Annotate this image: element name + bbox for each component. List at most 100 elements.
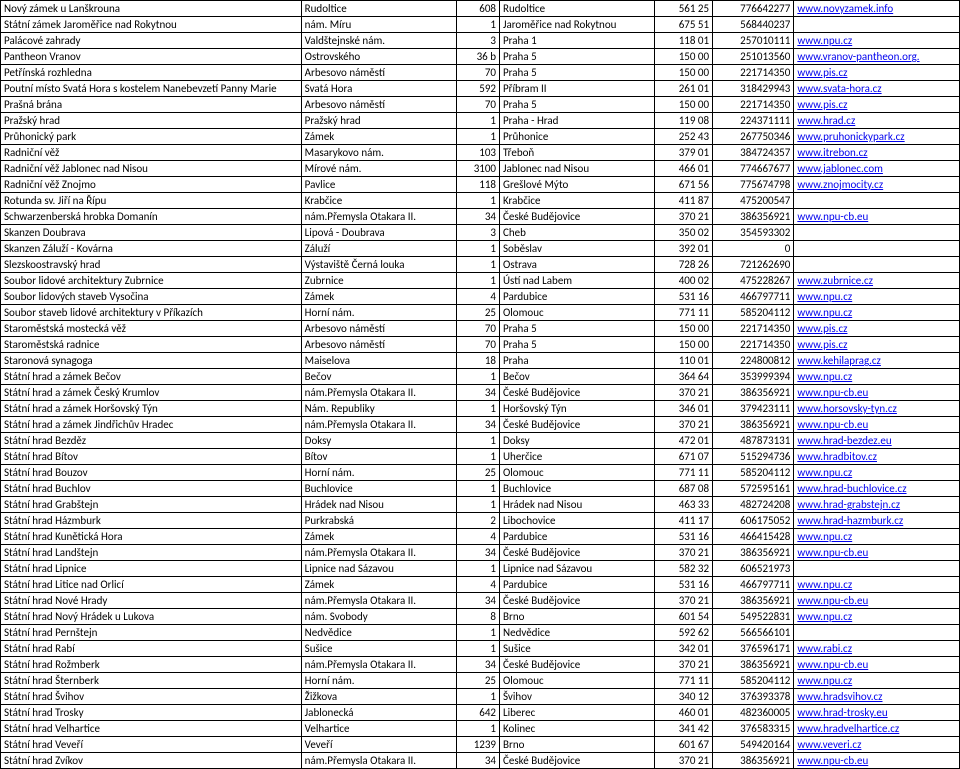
cell-id: 386356921 <box>713 593 794 609</box>
cell-url[interactable]: www.npu-cb.eu <box>794 657 960 673</box>
table-row: Státní hrad PernštejnNedvědice1Nedvědice… <box>1 625 960 641</box>
cell-id: 606175052 <box>713 513 794 529</box>
cell-num: 1 <box>456 369 499 385</box>
cell-url[interactable]: www.kehilaprag.cz <box>794 353 960 369</box>
cell-city: Praha 5 <box>500 49 655 65</box>
cell-url[interactable]: www.npu-cb.eu <box>794 593 960 609</box>
cell-url[interactable]: www.npu.cz <box>794 369 960 385</box>
cell-zip: 582 32 <box>655 561 713 577</box>
cell-url[interactable]: www.pis.cz <box>794 65 960 81</box>
cell-url[interactable]: www.npu.cz <box>794 33 960 49</box>
cell-url[interactable]: www.npu-cb.eu <box>794 753 960 769</box>
cell-url[interactable]: www.novyzamek.info <box>794 1 960 17</box>
cell-zip: 119 08 <box>655 113 713 129</box>
cell-city: Průhonice <box>500 129 655 145</box>
cell-num: 34 <box>456 385 499 401</box>
cell-street: Krabčice <box>301 193 456 209</box>
cell-name: Státní hrad Landštejn <box>1 545 302 561</box>
cell-city: České Budějovice <box>500 753 655 769</box>
cell-id: 224371111 <box>713 113 794 129</box>
cell-num: 70 <box>456 97 499 113</box>
cell-name: Státní hrad a zámek Český Krumlov <box>1 385 302 401</box>
cell-url[interactable]: www.pis.cz <box>794 97 960 113</box>
table-row: Státní hrad Zvíkovnám.Přemysla Otakara I… <box>1 753 960 769</box>
cell-url[interactable]: www.npu.cz <box>794 609 960 625</box>
cell-city: Praha 5 <box>500 97 655 113</box>
cell-zip: 466 01 <box>655 161 713 177</box>
table-row: Rotunda sv. Jiří na ŘípuKrabčice1Krabčic… <box>1 193 960 209</box>
table-row: Radniční věžMasarykovo nám.103Třeboň379 … <box>1 145 960 161</box>
cell-zip: 400 02 <box>655 273 713 289</box>
cell-url[interactable]: www.pruhonickypark.cz <box>794 129 960 145</box>
cell-street: Bítov <box>301 449 456 465</box>
cell-zip: 675 51 <box>655 17 713 33</box>
cell-street: Purkrabská <box>301 513 456 529</box>
cell-url[interactable]: www.svata-hora.cz <box>794 81 960 97</box>
cell-num: 1 <box>456 193 499 209</box>
data-table: Nový zámek u LanškrounaRudoltice608Rudol… <box>0 0 960 769</box>
cell-street: Ostrovského <box>301 49 456 65</box>
cell-city: Jaroměřice nad Rokytnou <box>500 17 655 33</box>
cell-url[interactable]: www.npu.cz <box>794 529 960 545</box>
cell-url[interactable]: www.itrebon.cz <box>794 145 960 161</box>
cell-zip: 771 11 <box>655 305 713 321</box>
cell-id: 568440237 <box>713 17 794 33</box>
cell-url[interactable]: www.hradbitov.cz <box>794 449 960 465</box>
cell-city: České Budějovice <box>500 657 655 673</box>
table-row: Státní hrad Rožmberknám.Přemysla Otakara… <box>1 657 960 673</box>
cell-street: nám. Svobody <box>301 609 456 625</box>
cell-city: České Budějovice <box>500 385 655 401</box>
cell-url[interactable]: www.npu-cb.eu <box>794 385 960 401</box>
cell-street: Lipnice nad Sázavou <box>301 561 456 577</box>
cell-url[interactable]: www.horsovsky-tyn.cz <box>794 401 960 417</box>
cell-street: Horní nám. <box>301 673 456 689</box>
cell-id: 776642277 <box>713 1 794 17</box>
cell-id: 221714350 <box>713 337 794 353</box>
cell-url[interactable]: www.vranov-pantheon.org. <box>794 49 960 65</box>
cell-url[interactable]: www.npu-cb.eu <box>794 545 960 561</box>
cell-city: Buchlovice <box>500 481 655 497</box>
cell-url[interactable]: www.hrad-grabstejn.cz <box>794 497 960 513</box>
cell-url <box>794 193 960 209</box>
cell-num: 592 <box>456 81 499 97</box>
cell-url[interactable]: www.npu.cz <box>794 673 960 689</box>
cell-num: 1 <box>456 689 499 705</box>
cell-url[interactable]: www.veveri.cz <box>794 737 960 753</box>
cell-url[interactable]: www.npu.cz <box>794 577 960 593</box>
cell-name: Skanzen Záluží - Kovárna <box>1 241 302 257</box>
cell-url[interactable]: www.npu.cz <box>794 465 960 481</box>
cell-url[interactable]: www.hrad-hazmburk.cz <box>794 513 960 529</box>
cell-name: Státní hrad Grabštejn <box>1 497 302 513</box>
cell-url[interactable]: www.pis.cz <box>794 337 960 353</box>
cell-url[interactable]: www.hradsvihov.cz <box>794 689 960 705</box>
cell-id: 466797711 <box>713 289 794 305</box>
cell-id: 515294736 <box>713 449 794 465</box>
cell-zip: 118 01 <box>655 33 713 49</box>
cell-url[interactable]: www.hrad-trosky.eu <box>794 705 960 721</box>
cell-url[interactable]: www.hrad-buchlovice.cz <box>794 481 960 497</box>
cell-city: Pardubice <box>500 577 655 593</box>
table-row: Státní hrad HázmburkPurkrabská2Libochovi… <box>1 513 960 529</box>
cell-name: Státní hrad a zámek Bečov <box>1 369 302 385</box>
table-row: Státní hrad GrabštejnHrádek nad Nisou1Hr… <box>1 497 960 513</box>
cell-url[interactable]: www.jablonec.com <box>794 161 960 177</box>
cell-url[interactable]: www.hrad-bezdez.eu <box>794 433 960 449</box>
cell-url[interactable]: www.pis.cz <box>794 321 960 337</box>
cell-city: Praha - Hrad <box>500 113 655 129</box>
cell-city: Praha 1 <box>500 33 655 49</box>
cell-name: Staronová synagoga <box>1 353 302 369</box>
cell-id: 257010111 <box>713 33 794 49</box>
cell-url[interactable]: www.npu-cb.eu <box>794 209 960 225</box>
cell-url[interactable]: www.hrad.cz <box>794 113 960 129</box>
cell-url[interactable]: www.npu-cb.eu <box>794 417 960 433</box>
table-row: Radniční věž ZnojmoPavlice118Grešlové Mý… <box>1 177 960 193</box>
cell-name: Soubor lidových staveb Vysočina <box>1 289 302 305</box>
cell-street: Zámek <box>301 129 456 145</box>
cell-url[interactable]: www.rabi.cz <box>794 641 960 657</box>
cell-url[interactable]: www.hradvelhartice.cz <box>794 721 960 737</box>
cell-url[interactable]: www.znojmocity.cz <box>794 177 960 193</box>
cell-url[interactable]: www.npu.cz <box>794 289 960 305</box>
cell-url[interactable]: www.npu.cz <box>794 305 960 321</box>
table-row: Státní hrad BezdězDoksy1Doksy472 0148787… <box>1 433 960 449</box>
cell-url[interactable]: www.zubrnice.cz <box>794 273 960 289</box>
